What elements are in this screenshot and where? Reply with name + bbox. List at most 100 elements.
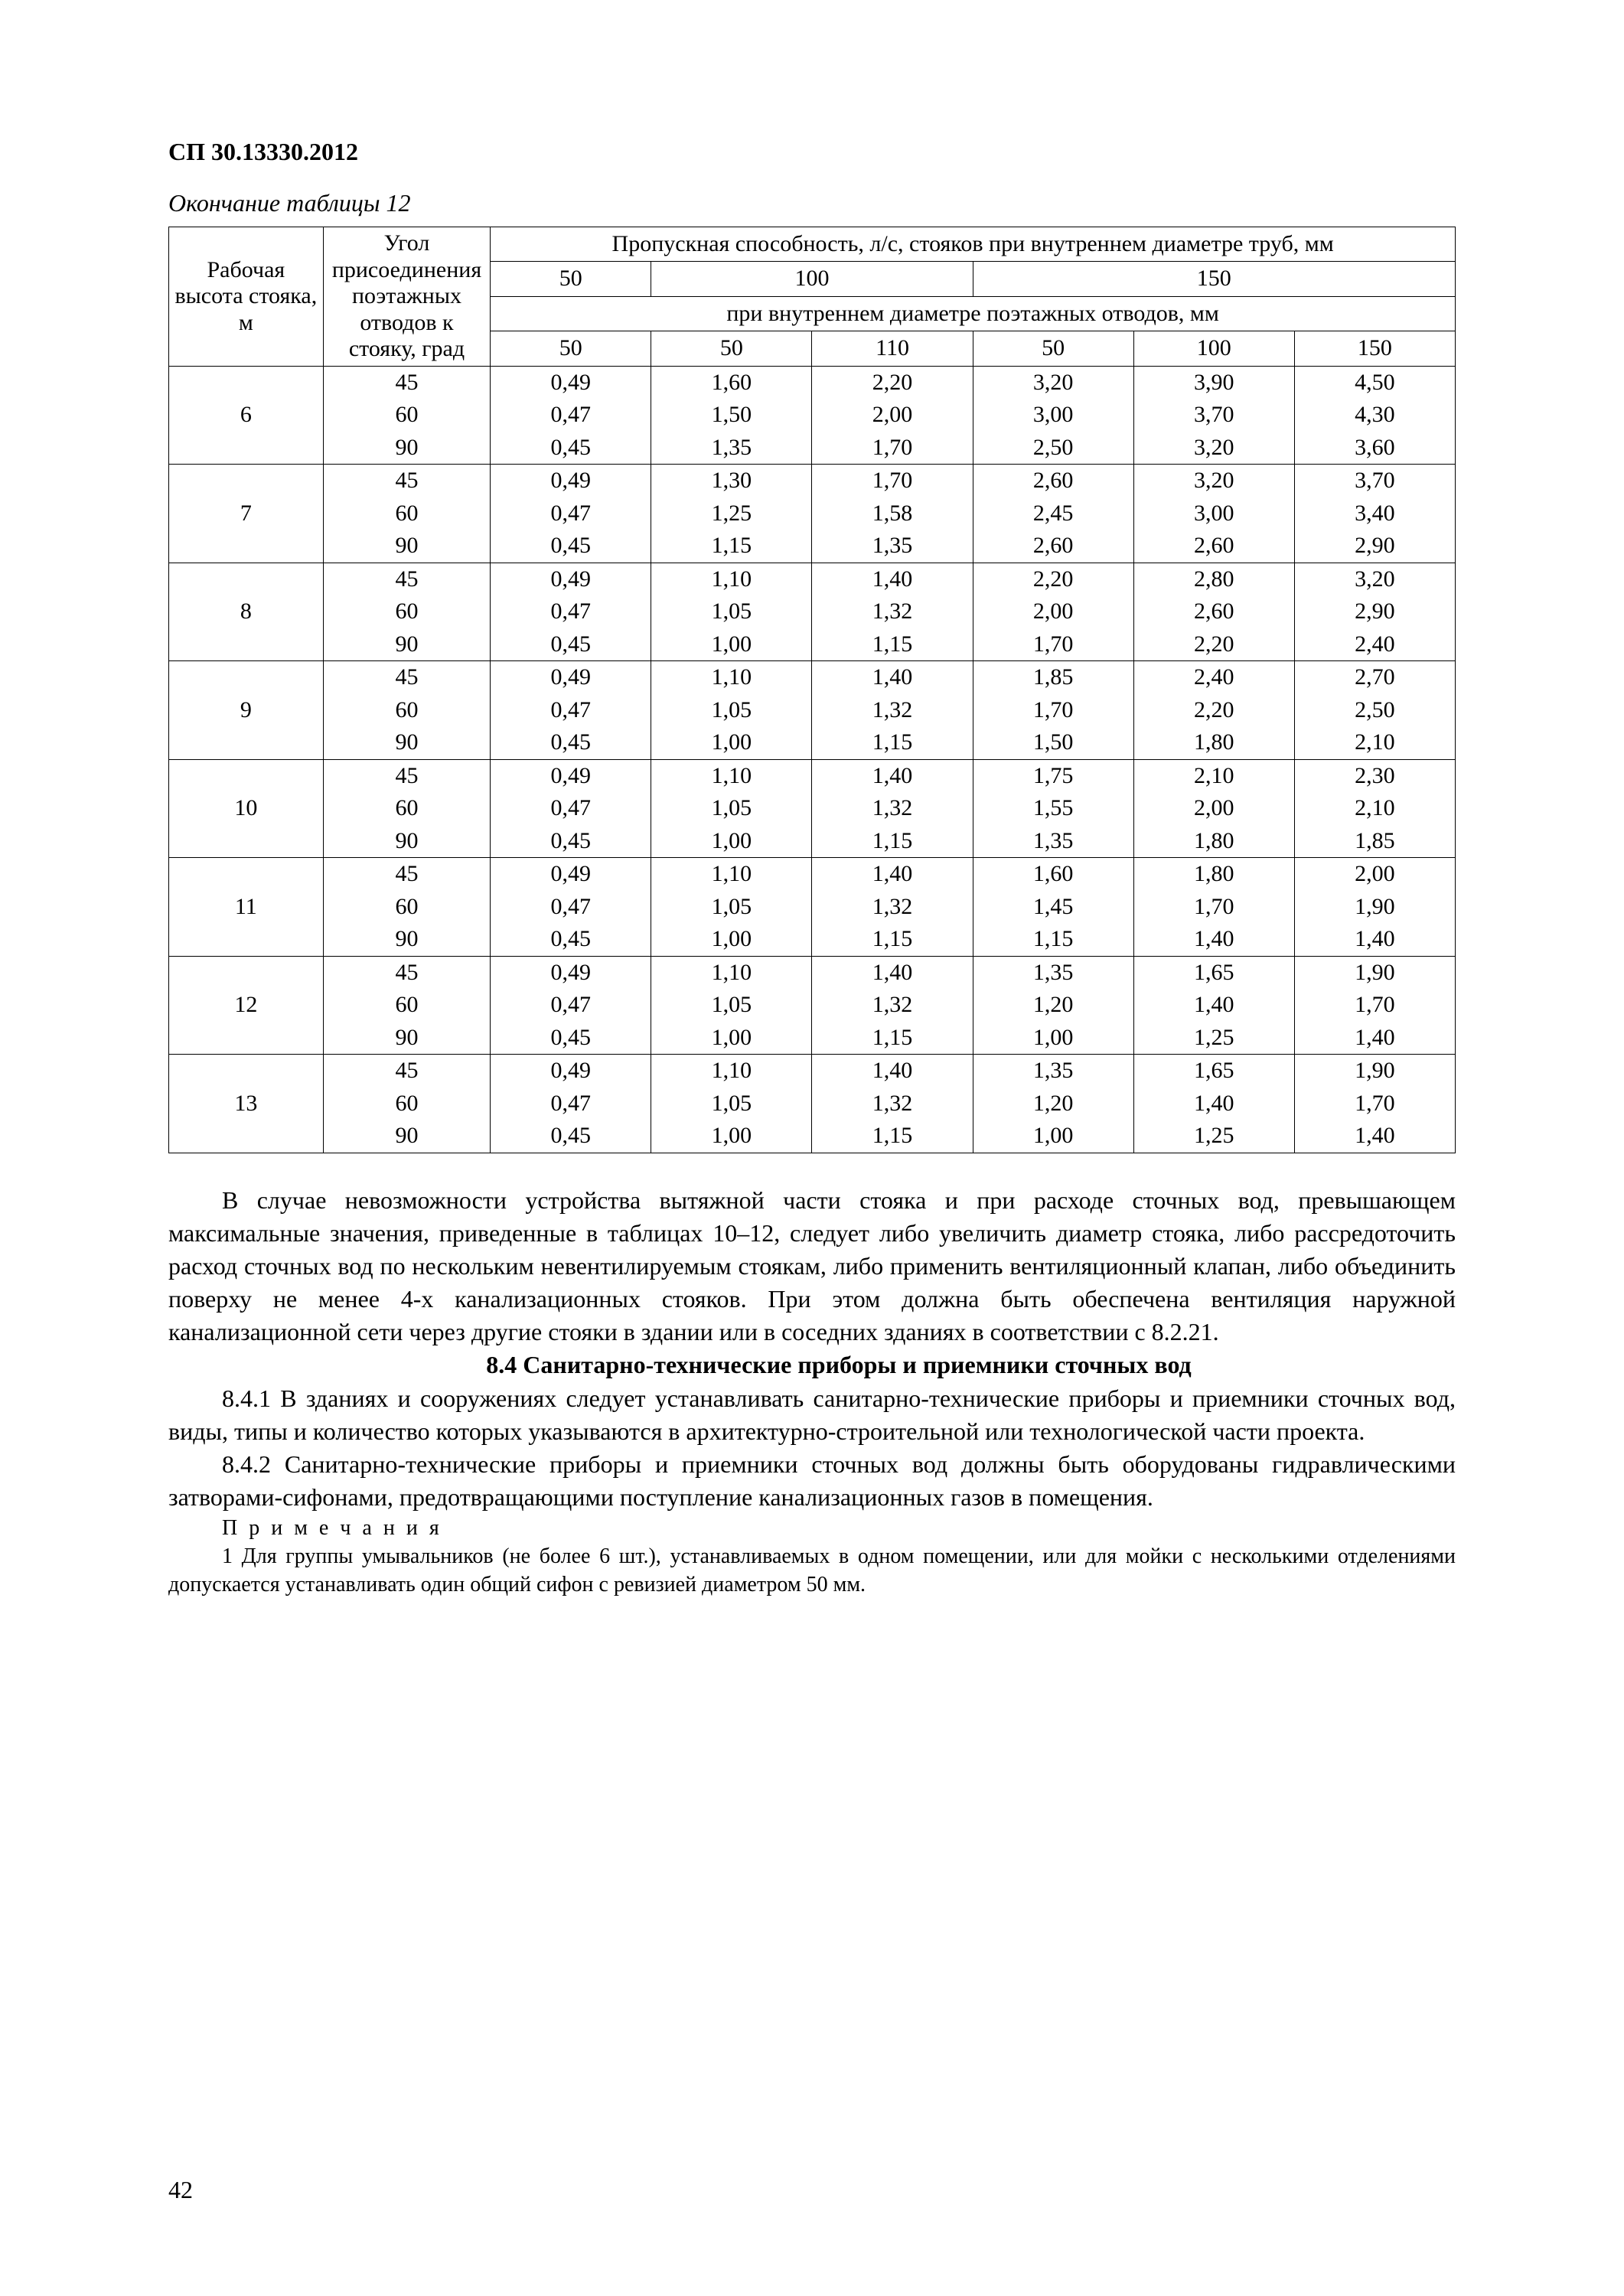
- cell-value: 1,15: [812, 1120, 973, 1153]
- cell-height: 6: [169, 366, 324, 465]
- cell-value: 1,35: [812, 530, 973, 563]
- cell-value: 1,45: [973, 891, 1133, 924]
- th-sub-diam: 100: [1133, 331, 1294, 366]
- cell-value: 1,90: [1294, 891, 1455, 924]
- cell-value: 1,70: [812, 465, 973, 497]
- cell-value: 1,32: [812, 595, 973, 628]
- cell-value: 0,49: [491, 661, 651, 694]
- cell-angle: 60: [323, 989, 491, 1022]
- cell-value: 2,40: [1294, 628, 1455, 661]
- th-sub-title: при внутреннем диаметре поэтажных отводо…: [491, 296, 1456, 331]
- cell-value: 1,20: [973, 989, 1133, 1022]
- cell-value: 2,00: [812, 399, 973, 432]
- cell-value: 1,00: [651, 628, 812, 661]
- cell-value: 3,20: [1133, 432, 1294, 465]
- cell-value: 0,45: [491, 726, 651, 759]
- cell-value: 1,15: [973, 923, 1133, 956]
- cell-angle: 45: [323, 858, 491, 891]
- cell-value: 3,20: [1133, 465, 1294, 497]
- cell-value: 1,32: [812, 792, 973, 825]
- cell-value: 1,80: [1133, 726, 1294, 759]
- cell-angle: 60: [323, 891, 491, 924]
- cell-value: 1,10: [651, 563, 812, 595]
- cell-angle: 90: [323, 432, 491, 465]
- cell-value: 1,40: [1133, 989, 1294, 1022]
- cell-value: 1,05: [651, 792, 812, 825]
- cell-value: 1,32: [812, 891, 973, 924]
- cell-value: 3,20: [973, 366, 1133, 399]
- cell-value: 1,35: [973, 956, 1133, 989]
- cell-value: 1,00: [651, 825, 812, 858]
- cell-value: 2,10: [1294, 726, 1455, 759]
- cell-angle: 45: [323, 1055, 491, 1088]
- cell-value: 0,47: [491, 989, 651, 1022]
- cell-value: 1,30: [651, 465, 812, 497]
- cell-value: 0,49: [491, 956, 651, 989]
- cell-height: 7: [169, 465, 324, 563]
- cell-value: 2,90: [1294, 530, 1455, 563]
- page-number: 42: [168, 2176, 193, 2204]
- cell-value: 1,15: [812, 825, 973, 858]
- th-height: Рабочая высота стояка, м: [169, 227, 324, 367]
- cell-value: 1,00: [973, 1022, 1133, 1055]
- cell-value: 0,47: [491, 891, 651, 924]
- cell-value: 1,70: [973, 628, 1133, 661]
- table-caption: Окончание таблицы 12: [168, 189, 1456, 217]
- cell-value: 0,45: [491, 1022, 651, 1055]
- cell-value: 1,05: [651, 891, 812, 924]
- cell-angle: 45: [323, 366, 491, 399]
- cell-value: 1,00: [651, 1022, 812, 1055]
- cell-value: 4,50: [1294, 366, 1455, 399]
- cell-angle: 45: [323, 661, 491, 694]
- cell-value: 1,10: [651, 956, 812, 989]
- cell-value: 2,00: [1294, 858, 1455, 891]
- cell-value: 1,15: [812, 628, 973, 661]
- cell-value: 0,45: [491, 923, 651, 956]
- cell-value: 0,47: [491, 694, 651, 727]
- cell-value: 3,20: [1294, 563, 1455, 595]
- cell-value: 0,45: [491, 1120, 651, 1153]
- cell-value: 1,15: [812, 726, 973, 759]
- cell-angle: 45: [323, 956, 491, 989]
- th-sub-diam: 110: [812, 331, 973, 366]
- cell-value: 2,60: [973, 530, 1133, 563]
- cell-value: 1,40: [1294, 923, 1455, 956]
- cell-value: 0,47: [491, 497, 651, 530]
- cell-value: 1,50: [973, 726, 1133, 759]
- cell-value: 0,49: [491, 563, 651, 595]
- cell-value: 1,35: [651, 432, 812, 465]
- cell-value: 1,80: [1133, 825, 1294, 858]
- cell-value: 0,45: [491, 530, 651, 563]
- cell-value: 1,25: [1133, 1022, 1294, 1055]
- cell-value: 2,00: [973, 595, 1133, 628]
- cell-value: 1,05: [651, 595, 812, 628]
- cell-value: 1,35: [973, 1055, 1133, 1088]
- cell-value: 1,32: [812, 1088, 973, 1120]
- cell-angle: 45: [323, 465, 491, 497]
- cell-value: 1,10: [651, 1055, 812, 1088]
- cell-angle: 60: [323, 792, 491, 825]
- cell-angle: 90: [323, 825, 491, 858]
- cell-value: 2,60: [1133, 530, 1294, 563]
- cell-value: 2,10: [1294, 792, 1455, 825]
- paragraph-841: 8.4.1 В зданиях и сооружениях следует ус…: [168, 1382, 1456, 1448]
- cell-value: 1,40: [812, 1055, 973, 1088]
- notes-header: П р и м е ч а н и я: [168, 1514, 1456, 1543]
- cell-value: 1,32: [812, 989, 973, 1022]
- cell-angle: 90: [323, 1022, 491, 1055]
- cell-value: 4,30: [1294, 399, 1455, 432]
- cell-value: 0,49: [491, 366, 651, 399]
- cell-value: 2,45: [973, 497, 1133, 530]
- th-sub-diam: 150: [1294, 331, 1455, 366]
- cell-value: 2,60: [973, 465, 1133, 497]
- cell-value: 2,00: [1133, 792, 1294, 825]
- cell-value: 1,10: [651, 661, 812, 694]
- cell-value: 2,30: [1294, 759, 1455, 792]
- cell-value: 1,40: [812, 563, 973, 595]
- cell-value: 2,20: [812, 366, 973, 399]
- cell-value: 1,25: [651, 497, 812, 530]
- cell-value: 0,47: [491, 1088, 651, 1120]
- cell-value: 1,60: [651, 366, 812, 399]
- cell-value: 1,10: [651, 858, 812, 891]
- cell-value: 1,70: [1294, 989, 1455, 1022]
